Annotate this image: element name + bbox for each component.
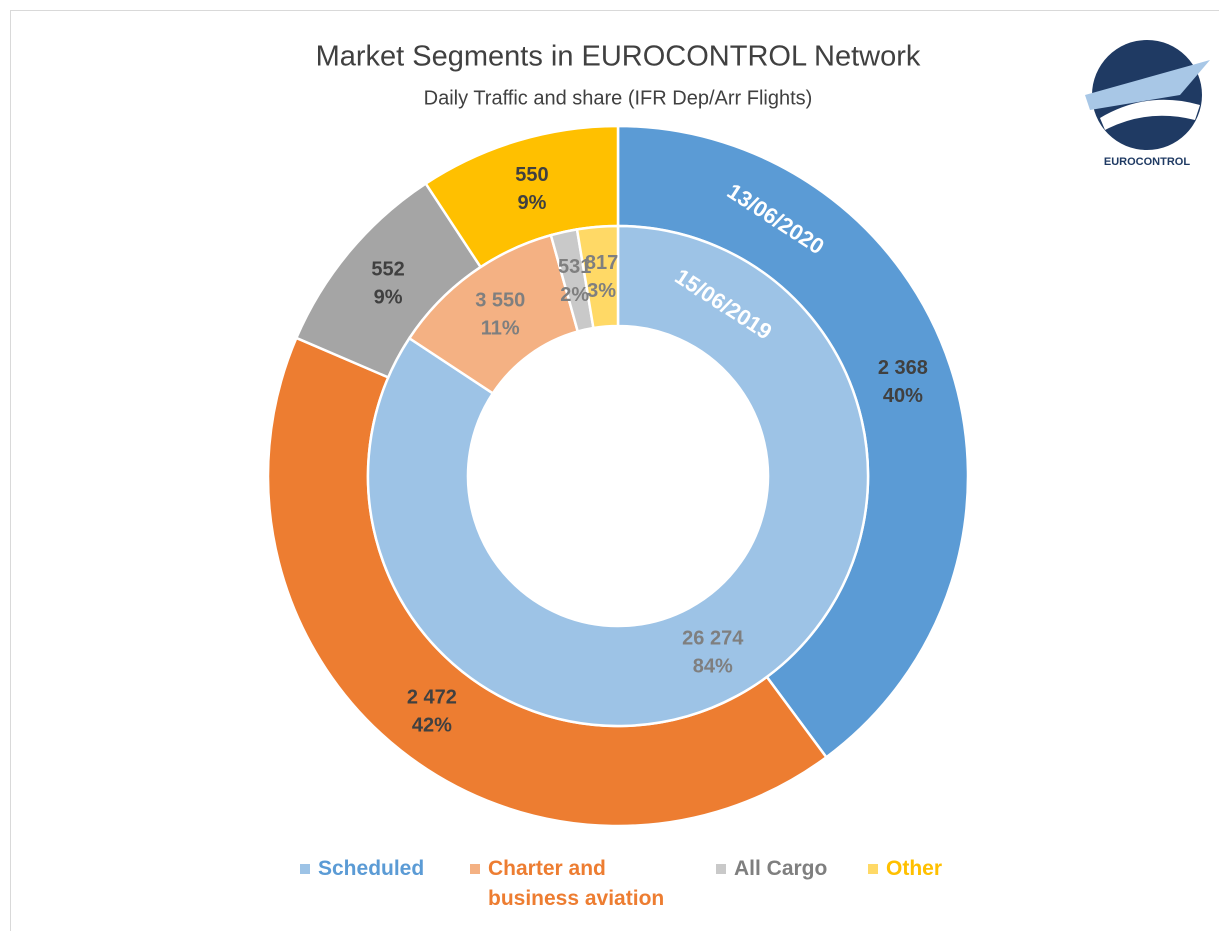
legend-swatch (716, 864, 726, 874)
value-label: 2 472 (407, 687, 457, 709)
value-label: 3 550 (475, 290, 525, 312)
share-label: 9% (374, 287, 403, 309)
logo: EUROCONTROL (1085, 40, 1210, 168)
logo-text: EUROCONTROL (1104, 156, 1190, 168)
legend-item: Charter and business aviation (470, 854, 690, 914)
legend-swatch (470, 864, 480, 874)
chart-subtitle: Daily Traffic and share (IFR Dep/Arr Fli… (424, 87, 813, 109)
chart-title: Market Segments in EUROCONTROL Network (316, 41, 921, 73)
legend-label: Charter and business aviation (488, 857, 665, 910)
value-label: 531 (558, 256, 591, 278)
donut-slice (366, 224, 870, 728)
share-label: 9% (518, 192, 547, 214)
value-label: 26 274 (682, 627, 744, 649)
donut-slice (575, 224, 620, 330)
legend-item: Scheduled (300, 854, 450, 884)
share-label: 42% (412, 715, 452, 737)
share-label: 3% (587, 280, 616, 302)
legend-item: All Cargo (716, 854, 856, 884)
value-label: 817 (585, 252, 618, 274)
legend-label: Scheduled (318, 857, 425, 880)
share-label: 40% (883, 385, 923, 407)
share-label: 2% (560, 284, 589, 306)
legend-swatch (868, 864, 878, 874)
legend-label: Other (886, 857, 943, 880)
legend-label: All Cargo (734, 857, 828, 880)
value-label: 2 368 (878, 357, 928, 379)
legend-swatch (300, 864, 310, 874)
value-label: 550 (515, 164, 548, 186)
legend-item: Other (868, 854, 988, 884)
chart-frame (10, 10, 1219, 931)
value-label: 552 (371, 259, 404, 281)
share-label: 11% (481, 318, 520, 340)
share-label: 84% (693, 655, 733, 677)
